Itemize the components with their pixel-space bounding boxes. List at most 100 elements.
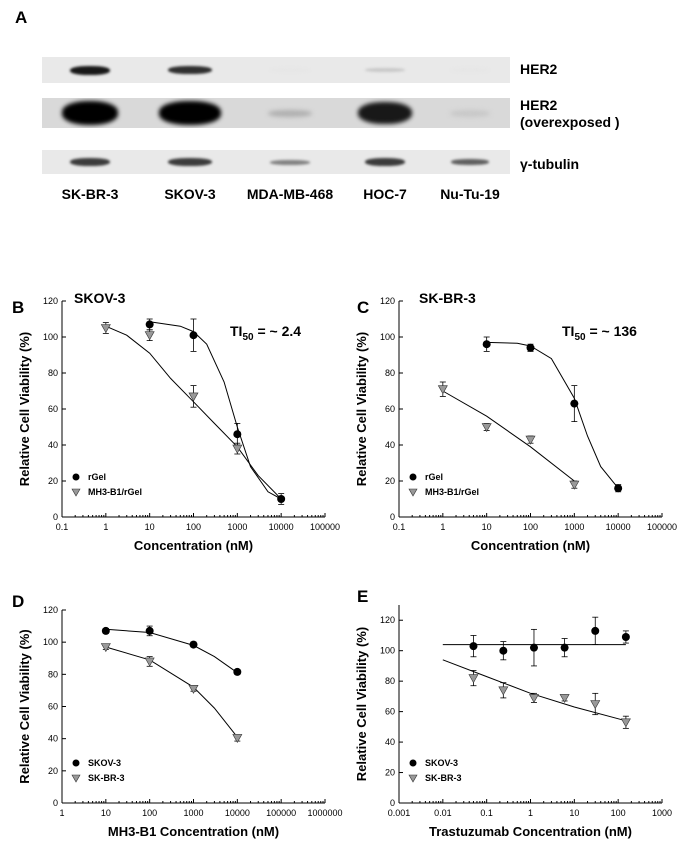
data-point	[469, 642, 478, 651]
legend-label: MH3-B1/rGel	[425, 487, 479, 497]
x-tick-label: 100000	[266, 808, 296, 818]
y-tick-label: 20	[48, 476, 58, 486]
y-axis-label: Relative Cell Viability (%)	[354, 332, 369, 486]
y-tick-label: 40	[385, 440, 395, 450]
data-point	[100, 324, 111, 334]
blot-band	[168, 158, 212, 166]
y-tick-label: 120	[43, 296, 58, 306]
data-point	[189, 640, 198, 649]
lane-label: Nu-Tu-19	[440, 186, 500, 202]
data-point	[569, 480, 580, 490]
data-point	[528, 694, 539, 704]
x-tick-label: 1000	[652, 808, 672, 818]
y-axis-label: Relative Cell Viability (%)	[17, 629, 32, 783]
x-tick-label: 100	[523, 522, 538, 532]
x-tick-label: 10000	[606, 522, 631, 532]
legend-label: rGel	[88, 472, 106, 482]
fit-curve	[105, 628, 238, 674]
western-blot-panel: A HER2 HER2 (overexposed ) γ-tubulin SK-BR-3…	[0, 0, 695, 215]
blot-row-label: HER2	[520, 61, 557, 78]
x-tick-label: 10	[101, 808, 111, 818]
legend-label: SK-BR-3	[88, 773, 125, 783]
data-point	[526, 343, 535, 352]
blot-strip	[42, 150, 510, 174]
data-point	[188, 685, 199, 694]
x-tick-label: 1	[528, 808, 533, 818]
y-tick-label: 20	[385, 476, 395, 486]
x-tick-label: 10000	[225, 808, 250, 818]
ti50-annotation: TI50 = ~ 136	[562, 323, 637, 343]
x-tick-label: 100000	[647, 522, 677, 532]
legend-marker	[409, 759, 417, 767]
legend-marker	[72, 759, 80, 767]
x-tick-label: 1	[440, 522, 445, 532]
y-tick-label: 80	[48, 669, 58, 679]
y-tick-label: 100	[380, 332, 395, 342]
blot-band	[70, 65, 110, 75]
y-axis-label: Relative Cell Viability (%)	[17, 332, 32, 486]
data-point	[559, 694, 570, 704]
x-tick-label: 10000	[269, 522, 294, 532]
x-tick-label: 1000	[227, 522, 247, 532]
blot-row-label: γ-tubulin	[520, 156, 579, 173]
data-point	[570, 399, 579, 408]
y-tick-label: 20	[385, 768, 395, 778]
data-point	[614, 484, 623, 493]
y-tick-label: 80	[48, 368, 58, 378]
y-tick-label: 60	[48, 702, 58, 712]
x-tick-label: 1	[59, 808, 64, 818]
y-tick-label: 20	[48, 766, 58, 776]
y-tick-label: 0	[390, 798, 395, 808]
data-point	[233, 430, 242, 439]
legend-label: SK-BR-3	[425, 773, 462, 783]
data-point	[232, 734, 243, 743]
data-point	[560, 643, 569, 652]
legend-label: MH3-B1/rGel	[88, 487, 142, 497]
chart-b-skov3: B 0 20 40 60 80 100 120 0.1 1 10 100 1000 10000 100000…	[12, 290, 340, 553]
y-tick-label: 80	[385, 676, 395, 686]
blot-band	[270, 159, 310, 165]
ti50-main: TI	[230, 323, 242, 339]
data-point	[591, 626, 600, 635]
x-axis-label: Trastuzumab Concentration (nM)	[429, 824, 632, 839]
x-tick-label: 100	[611, 808, 626, 818]
data-point	[232, 444, 243, 454]
blot-band	[62, 101, 118, 125]
legend-marker	[72, 473, 80, 481]
x-tick-label: 0.1	[393, 522, 406, 532]
y-tick-label: 100	[43, 637, 58, 647]
legend-label: rGel	[425, 472, 443, 482]
fit-curve	[149, 321, 282, 500]
x-axis-label: MH3-B1 Concentration (nM)	[108, 824, 279, 839]
ti50-main: TI	[562, 323, 574, 339]
data-point	[481, 423, 492, 433]
data-point	[498, 686, 509, 696]
ti50-subscript: 50	[574, 332, 586, 343]
y-tick-label: 0	[390, 512, 395, 522]
lane-label: SKOV-3	[164, 186, 216, 202]
panel-label: B	[12, 298, 24, 317]
x-tick-label: 0.1	[56, 522, 69, 532]
fit-curve	[442, 390, 575, 482]
x-tick-label: 10	[569, 808, 579, 818]
data-point	[499, 646, 508, 655]
y-tick-label: 120	[380, 615, 395, 625]
x-tick-label: 0.001	[388, 808, 411, 818]
blot-row-label-line: (overexposed )	[520, 114, 620, 130]
x-tick-label: 1000	[183, 808, 203, 818]
panel-label-a: A	[15, 8, 28, 27]
ti50-subscript: 50	[242, 332, 254, 343]
data-point	[233, 667, 242, 676]
x-axis-label: Concentration (nM)	[134, 538, 253, 553]
blot-band	[268, 109, 312, 117]
blot-strip	[42, 98, 510, 128]
data-point	[144, 657, 155, 667]
y-tick-label: 100	[43, 332, 58, 342]
data-point	[100, 643, 111, 653]
blot-band	[70, 158, 110, 166]
blot-row-label: HER2 (overexposed )	[520, 97, 620, 131]
legend-marker	[71, 488, 81, 497]
panel-label: E	[357, 587, 368, 606]
blot-row-label-line: γ-tubulin	[520, 156, 580, 172]
x-tick-label: 10	[482, 522, 492, 532]
